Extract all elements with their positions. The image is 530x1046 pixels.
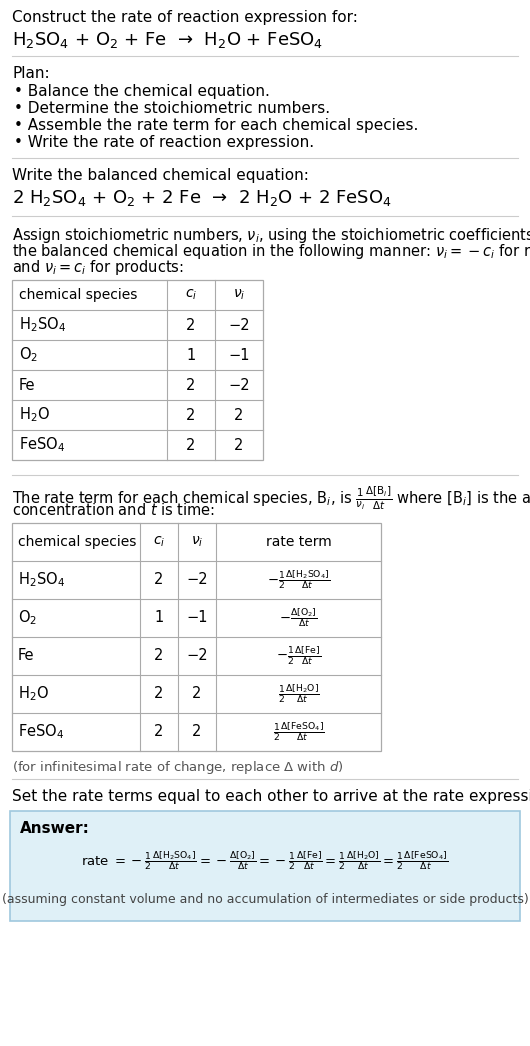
Text: $-\frac{\Delta[\mathrm{O_2}]}{\Delta t}$: $-\frac{\Delta[\mathrm{O_2}]}{\Delta t}$ <box>279 607 317 630</box>
Text: (for infinitesimal rate of change, replace Δ with $d$): (for infinitesimal rate of change, repla… <box>12 759 344 776</box>
Text: Plan:: Plan: <box>12 66 50 81</box>
Text: Fe: Fe <box>19 378 36 392</box>
Text: −2: −2 <box>228 318 250 333</box>
Text: 2: 2 <box>187 378 196 392</box>
Text: and $\nu_i = c_i$ for products:: and $\nu_i = c_i$ for products: <box>12 258 184 277</box>
Text: H$_2$O: H$_2$O <box>19 406 50 425</box>
Text: FeSO$_4$: FeSO$_4$ <box>18 723 64 742</box>
Text: $-\frac{1}{2}\frac{\Delta[\mathrm{Fe}]}{\Delta t}$: $-\frac{1}{2}\frac{\Delta[\mathrm{Fe}]}{… <box>276 645 321 667</box>
Text: 2: 2 <box>187 318 196 333</box>
Text: Write the balanced chemical equation:: Write the balanced chemical equation: <box>12 168 309 183</box>
Text: H$_2$O: H$_2$O <box>18 685 49 703</box>
Text: 2 H$_2$SO$_4$ + O$_2$ + 2 Fe  →  2 H$_2$O + 2 FeSO$_4$: 2 H$_2$SO$_4$ + O$_2$ + 2 Fe → 2 H$_2$O … <box>12 188 392 208</box>
Text: $\nu_i$: $\nu_i$ <box>233 288 245 302</box>
Text: 2: 2 <box>154 686 164 702</box>
Text: −1: −1 <box>186 611 208 626</box>
Text: Answer:: Answer: <box>20 821 90 836</box>
Text: $c_i$: $c_i$ <box>185 288 197 302</box>
Text: chemical species: chemical species <box>19 288 137 302</box>
Text: 2: 2 <box>234 408 244 423</box>
Text: • Write the rate of reaction expression.: • Write the rate of reaction expression. <box>14 135 314 150</box>
Text: • Assemble the rate term for each chemical species.: • Assemble the rate term for each chemic… <box>14 118 418 133</box>
Text: 2: 2 <box>154 725 164 740</box>
Text: O$_2$: O$_2$ <box>18 609 37 628</box>
Text: 1: 1 <box>187 347 196 363</box>
Text: 2: 2 <box>154 649 164 663</box>
Text: 2: 2 <box>192 725 202 740</box>
Text: $\nu_i$: $\nu_i$ <box>191 535 203 549</box>
Text: the balanced chemical equation in the following manner: $\nu_i = -c_i$ for react: the balanced chemical equation in the fo… <box>12 242 530 262</box>
FancyBboxPatch shape <box>12 523 381 751</box>
Text: Assign stoichiometric numbers, $\nu_i$, using the stoichiometric coefficients, $: Assign stoichiometric numbers, $\nu_i$, … <box>12 226 530 245</box>
Text: −2: −2 <box>186 572 208 588</box>
Text: H$_2$SO$_4$: H$_2$SO$_4$ <box>18 571 65 589</box>
Text: 2: 2 <box>187 437 196 453</box>
Text: rate term: rate term <box>266 535 331 549</box>
Text: Set the rate terms equal to each other to arrive at the rate expression:: Set the rate terms equal to each other t… <box>12 789 530 804</box>
Text: 1: 1 <box>154 611 164 626</box>
Text: (assuming constant volume and no accumulation of intermediates or side products): (assuming constant volume and no accumul… <box>2 892 528 906</box>
Text: The rate term for each chemical species, B$_i$, is $\frac{1}{\nu_i}\frac{\Delta[: The rate term for each chemical species,… <box>12 485 530 513</box>
Text: 2: 2 <box>192 686 202 702</box>
FancyBboxPatch shape <box>10 811 520 920</box>
Text: H$_2$SO$_4$: H$_2$SO$_4$ <box>19 316 66 335</box>
Text: $-\frac{1}{2}\frac{\Delta[\mathrm{H_2SO_4}]}{\Delta t}$: $-\frac{1}{2}\frac{\Delta[\mathrm{H_2SO_… <box>267 569 330 591</box>
Text: 2: 2 <box>154 572 164 588</box>
Text: $\frac{1}{2}\frac{\Delta[\mathrm{FeSO_4}]}{\Delta t}$: $\frac{1}{2}\frac{\Delta[\mathrm{FeSO_4}… <box>272 721 324 744</box>
Text: Fe: Fe <box>18 649 34 663</box>
Text: H$_2$SO$_4$ + O$_2$ + Fe  →  H$_2$O + FeSO$_4$: H$_2$SO$_4$ + O$_2$ + Fe → H$_2$O + FeSO… <box>12 30 323 50</box>
Text: $\frac{1}{2}\frac{\Delta[\mathrm{H_2O}]}{\Delta t}$: $\frac{1}{2}\frac{\Delta[\mathrm{H_2O}]}… <box>278 683 320 705</box>
Text: 2: 2 <box>234 437 244 453</box>
Text: • Balance the chemical equation.: • Balance the chemical equation. <box>14 84 270 99</box>
Text: concentration and $t$ is time:: concentration and $t$ is time: <box>12 502 215 518</box>
Text: 2: 2 <box>187 408 196 423</box>
Text: chemical species: chemical species <box>18 535 136 549</box>
Text: rate $= -\frac{1}{2}\frac{\Delta[\mathrm{H_2SO_4}]}{\Delta t} = -\frac{\Delta[\m: rate $= -\frac{1}{2}\frac{\Delta[\mathrm… <box>82 849 448 872</box>
FancyBboxPatch shape <box>12 280 263 460</box>
Text: FeSO$_4$: FeSO$_4$ <box>19 435 65 454</box>
Text: $c_i$: $c_i$ <box>153 535 165 549</box>
Text: −2: −2 <box>228 378 250 392</box>
Text: O$_2$: O$_2$ <box>19 345 38 364</box>
Text: −2: −2 <box>186 649 208 663</box>
Text: • Determine the stoichiometric numbers.: • Determine the stoichiometric numbers. <box>14 101 330 116</box>
Text: Construct the rate of reaction expression for:: Construct the rate of reaction expressio… <box>12 10 358 25</box>
Text: −1: −1 <box>228 347 250 363</box>
